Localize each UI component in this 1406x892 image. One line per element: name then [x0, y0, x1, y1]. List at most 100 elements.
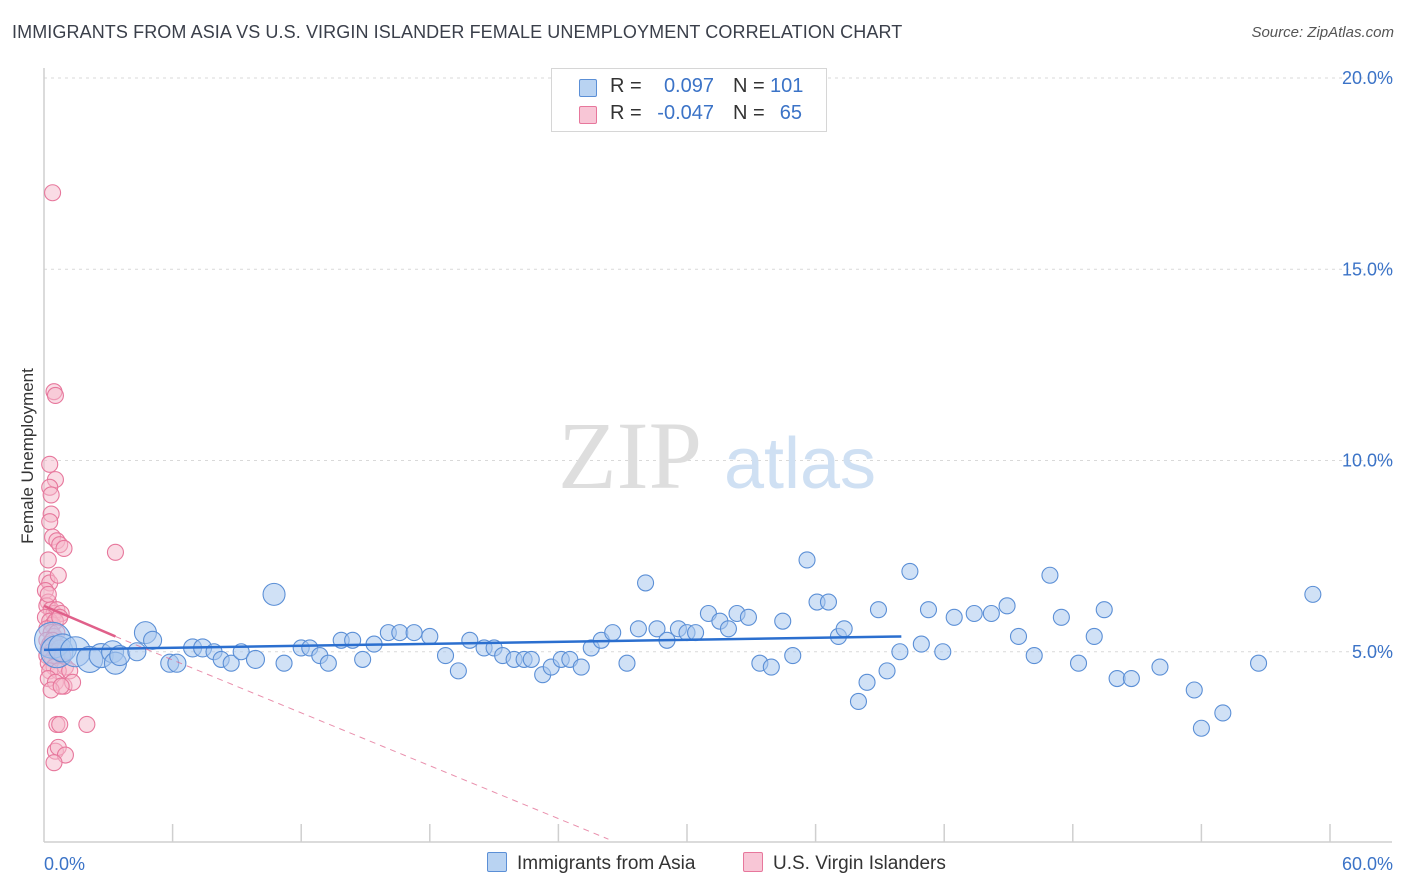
legend-n-value: 65	[779, 102, 802, 124]
y-tick-label: 10.0%	[1342, 451, 1393, 471]
legend-swatch-blue	[579, 79, 597, 97]
asia-data-point	[1122, 669, 1140, 688]
virgin-islander-data-point	[55, 539, 73, 558]
asia-data-point	[798, 551, 816, 569]
virgin-islander-data-point	[51, 715, 69, 733]
asia-data-point	[648, 620, 666, 638]
virgin-islander-data-point	[106, 543, 124, 561]
virgin-islander-data-point	[49, 566, 67, 584]
virgin-islander-data-point	[39, 551, 57, 569]
legend-r-value: 0.097	[663, 75, 714, 97]
legend-row-virgin-islanders: R = -0.047 N = 65	[552, 102, 826, 128]
asia-data-point	[891, 643, 909, 661]
y-tick-label: 5.0%	[1352, 642, 1393, 662]
legend-row-asia: R = 0.097 N = 101	[552, 75, 826, 101]
virgin-islander-data-point	[52, 677, 70, 695]
asia-data-point	[143, 630, 163, 650]
bottom-legend-swatch-blue	[487, 852, 507, 872]
virgin-islander-data-point	[39, 585, 57, 603]
asia-data-point	[945, 608, 963, 626]
asia-data-point	[835, 620, 853, 638]
correlation-legend: R = 0.097 N = 101 R = -0.047 N = 65	[551, 68, 827, 132]
tick-labels: 5.0% 10.0% 15.0% 20.0% 0.0% 60.0%	[44, 68, 1393, 874]
asia-data-point	[858, 673, 876, 691]
asia-data-point	[965, 604, 983, 623]
asia-data-point	[1052, 608, 1070, 626]
virgin-islander-data-point	[46, 386, 64, 405]
asia-data-point	[762, 658, 780, 676]
virgin-islander-data-point	[41, 513, 59, 531]
asia-data-point	[819, 593, 838, 611]
asia-data-point	[784, 647, 802, 665]
bottom-legend-asia: Immigrants from Asia	[487, 852, 695, 876]
x-tick-label-left: 0.0%	[44, 854, 85, 874]
trend-lines	[43, 604, 902, 840]
y-tick-label: 20.0%	[1342, 68, 1393, 88]
legend-n-label: N =	[733, 75, 765, 97]
bottom-legend-swatch-pink	[743, 852, 763, 872]
asia-data-point	[245, 649, 266, 669]
asia-data-point	[1214, 704, 1232, 722]
legend-swatch-pink	[579, 106, 597, 124]
virgin-islander-trend-extension	[115, 635, 609, 840]
blue-series-points	[34, 551, 1322, 737]
axes-layer	[43, 68, 1392, 843]
asia-data-point	[421, 627, 439, 646]
asia-data-point	[629, 620, 647, 638]
asia-data-point	[982, 604, 1000, 623]
asia-data-point	[878, 662, 896, 680]
asia-data-point	[262, 582, 286, 606]
asia-data-point	[391, 624, 409, 642]
asia-data-point	[1025, 647, 1043, 665]
x-tick-label-right: 60.0%	[1342, 854, 1393, 874]
asia-data-point	[1108, 669, 1126, 688]
asia-data-point	[1304, 585, 1322, 603]
asia-data-point	[687, 624, 705, 642]
pink-series-points	[36, 184, 124, 772]
asia-data-point	[1095, 601, 1113, 619]
asia-data-point	[222, 654, 240, 672]
asia-data-point	[719, 620, 737, 638]
virgin-islander-data-point	[41, 455, 59, 473]
bottom-legend-label: Immigrants from Asia	[517, 853, 696, 874]
asia-data-point	[436, 647, 455, 665]
asia-data-point	[461, 631, 479, 649]
asia-data-point	[1185, 681, 1203, 699]
asia-data-point	[934, 643, 952, 661]
legend-r-label: R =	[610, 102, 642, 124]
asia-data-point	[604, 624, 622, 642]
asia-data-point	[572, 658, 590, 676]
virgin-islander-data-point	[45, 754, 63, 772]
watermark-atlas: atlas	[724, 424, 876, 504]
virgin-islander-trend-line	[43, 604, 116, 638]
asia-data-point	[522, 650, 540, 668]
asia-data-point	[912, 635, 930, 653]
asia-data-point	[618, 654, 636, 672]
virgin-islander-data-point	[78, 715, 96, 733]
asia-data-point	[849, 692, 868, 711]
watermark-zip: ZIP	[558, 402, 702, 509]
asia-trend-line	[43, 635, 902, 652]
source-label: Source: ZipAtlas.com	[1251, 24, 1394, 41]
asia-data-point	[901, 562, 919, 580]
chart-title: IMMIGRANTS FROM ASIA VS U.S. VIRGIN ISLA…	[12, 22, 903, 42]
asia-data-point	[167, 653, 187, 673]
asia-data-point	[354, 650, 372, 668]
watermark: ZIP atlas	[558, 402, 876, 509]
asia-data-point	[774, 612, 792, 630]
asia-data-point	[319, 654, 337, 672]
virgin-islander-data-point	[42, 486, 60, 504]
asia-data-point	[275, 654, 293, 672]
asia-data-point	[449, 662, 467, 680]
asia-data-point	[1192, 719, 1210, 737]
asia-data-point	[1009, 627, 1028, 646]
legend-n-label: N =	[733, 102, 765, 124]
grid-layer	[44, 77, 1392, 653]
asia-data-point	[1250, 654, 1268, 672]
asia-data-point	[998, 597, 1016, 615]
virgin-islander-data-point	[44, 184, 62, 202]
legend-n-value: 101	[770, 75, 804, 97]
asia-data-point	[1069, 654, 1088, 672]
asia-data-point	[637, 574, 655, 592]
